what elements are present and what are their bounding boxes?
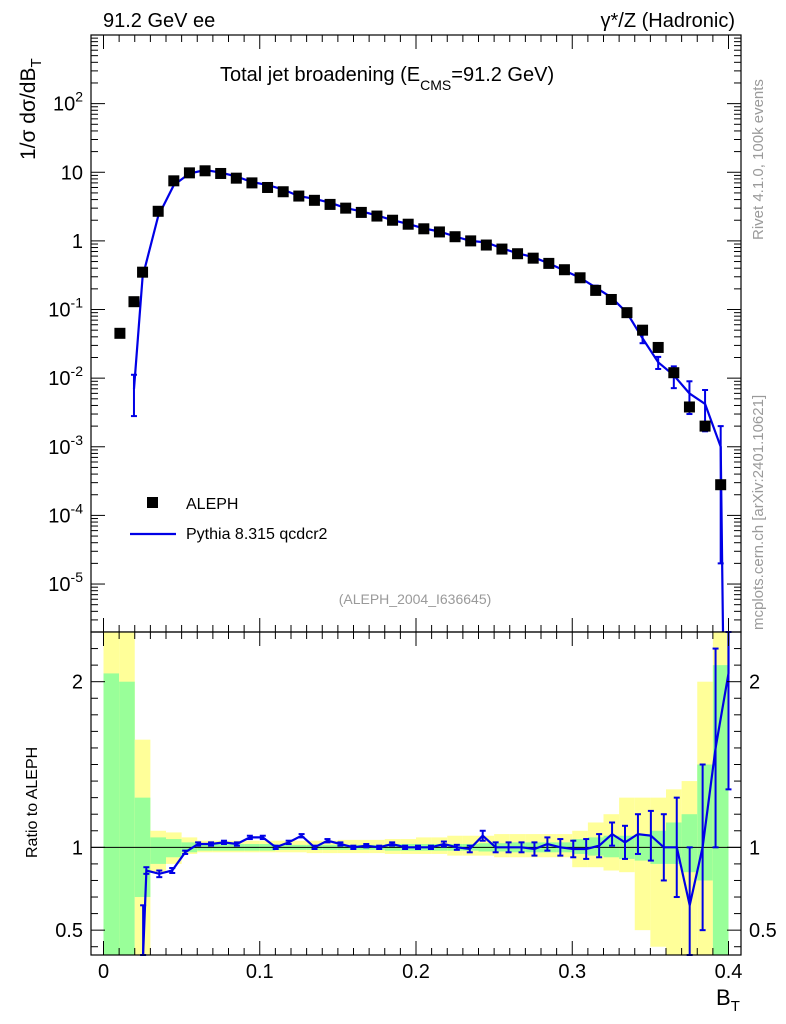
y-tick-label: 10-2	[48, 363, 83, 390]
aleph-point	[246, 177, 258, 189]
y-tick-label: 10-1	[48, 295, 83, 322]
chart-title: Total jet broadening (ECMS=91.2 GeV)	[220, 64, 554, 93]
aleph-point	[465, 235, 477, 247]
y-tick-label: 10-4	[48, 500, 83, 527]
pythia-line	[132, 168, 725, 633]
aleph-point	[621, 307, 633, 319]
yellow-band	[619, 797, 635, 873]
header-right: γ*/Z (Hadronic)	[601, 10, 735, 32]
x-tick-label: 0.1	[246, 961, 274, 983]
ratio-tick-label-right: 2	[749, 672, 760, 694]
aleph-point	[558, 264, 570, 276]
green-band	[572, 839, 588, 854]
aleph-point	[387, 214, 399, 226]
y-axis-label: 1/σ dσ/dBT	[17, 58, 45, 160]
aleph-point	[183, 167, 195, 179]
aleph-point	[114, 327, 126, 339]
aleph-point	[512, 248, 524, 260]
x-axis-label: BT	[716, 985, 740, 1015]
x-tick-label: 0.2	[402, 961, 430, 983]
aleph-point	[527, 252, 539, 264]
aleph-point	[480, 239, 492, 251]
legend-aleph-label: ALEPH	[186, 496, 238, 513]
x-tick-label: 0.4	[715, 961, 743, 983]
aleph-point	[652, 341, 664, 353]
aleph-point	[449, 231, 461, 243]
aleph-point	[308, 194, 320, 206]
rivet-label: Rivet 4.1.0, 100k events	[750, 79, 767, 240]
yellow-band	[666, 789, 682, 955]
ratio-tick-label-left: 0.5	[55, 920, 83, 942]
aleph-point	[215, 167, 227, 179]
ratio-y-label: Ratio to ALEPH	[24, 747, 41, 858]
aleph-point	[543, 257, 555, 269]
aleph-point	[402, 218, 414, 230]
x-tick-label: 0.3	[558, 961, 586, 983]
aleph-point	[699, 420, 711, 432]
aleph-point	[371, 210, 383, 222]
aleph-point	[128, 296, 140, 308]
y-tick-label: 10-3	[48, 432, 83, 459]
mcplots-label: mcplots.cern.ch [arXiv:2401.10621]	[750, 395, 767, 630]
ratio-line	[142, 632, 730, 956]
analysis-tag: (ALEPH_2004_I636645)	[339, 591, 492, 607]
legend-pythia-label: Pythia 8.315 qcdcr2	[186, 526, 328, 543]
aleph-point	[590, 284, 602, 296]
ratio-tick-label-right: 1	[749, 837, 760, 859]
green-band	[103, 673, 120, 955]
legend-aleph-marker	[147, 497, 158, 508]
y-tick-label: 10-5	[48, 569, 83, 596]
green-band	[150, 837, 166, 864]
aleph-point	[230, 172, 242, 184]
ratio-tick-label-right: 0.5	[749, 920, 777, 942]
aleph-point	[715, 479, 727, 491]
aleph-point	[574, 272, 586, 284]
aleph-point	[168, 175, 180, 187]
y-tick-label: 10	[61, 162, 83, 184]
y-tick-label: 1	[72, 231, 83, 253]
aleph-point	[324, 198, 336, 210]
aleph-point	[683, 401, 695, 413]
header-left: 91.2 GeV ee	[103, 10, 215, 32]
aleph-point	[262, 181, 274, 193]
aleph-point	[152, 205, 164, 217]
aleph-point	[137, 266, 149, 278]
aleph-point	[277, 186, 289, 198]
aleph-point	[293, 190, 305, 202]
aleph-point	[355, 206, 367, 218]
aleph-point	[433, 226, 445, 238]
aleph-point	[668, 367, 680, 379]
ratio-tick-label-left: 2	[72, 672, 83, 694]
aleph-point	[605, 293, 617, 305]
aleph-point	[496, 243, 508, 255]
aleph-point	[418, 223, 430, 235]
aleph-point	[637, 324, 649, 336]
green-band	[681, 814, 698, 873]
green-band	[166, 839, 182, 858]
ratio-tick-label-left: 1	[72, 837, 83, 859]
y-tick-label: 102	[53, 89, 83, 116]
aleph-point	[199, 165, 211, 177]
aleph-point	[340, 202, 352, 214]
green-band	[119, 681, 135, 955]
x-tick-label: 0	[98, 961, 109, 983]
